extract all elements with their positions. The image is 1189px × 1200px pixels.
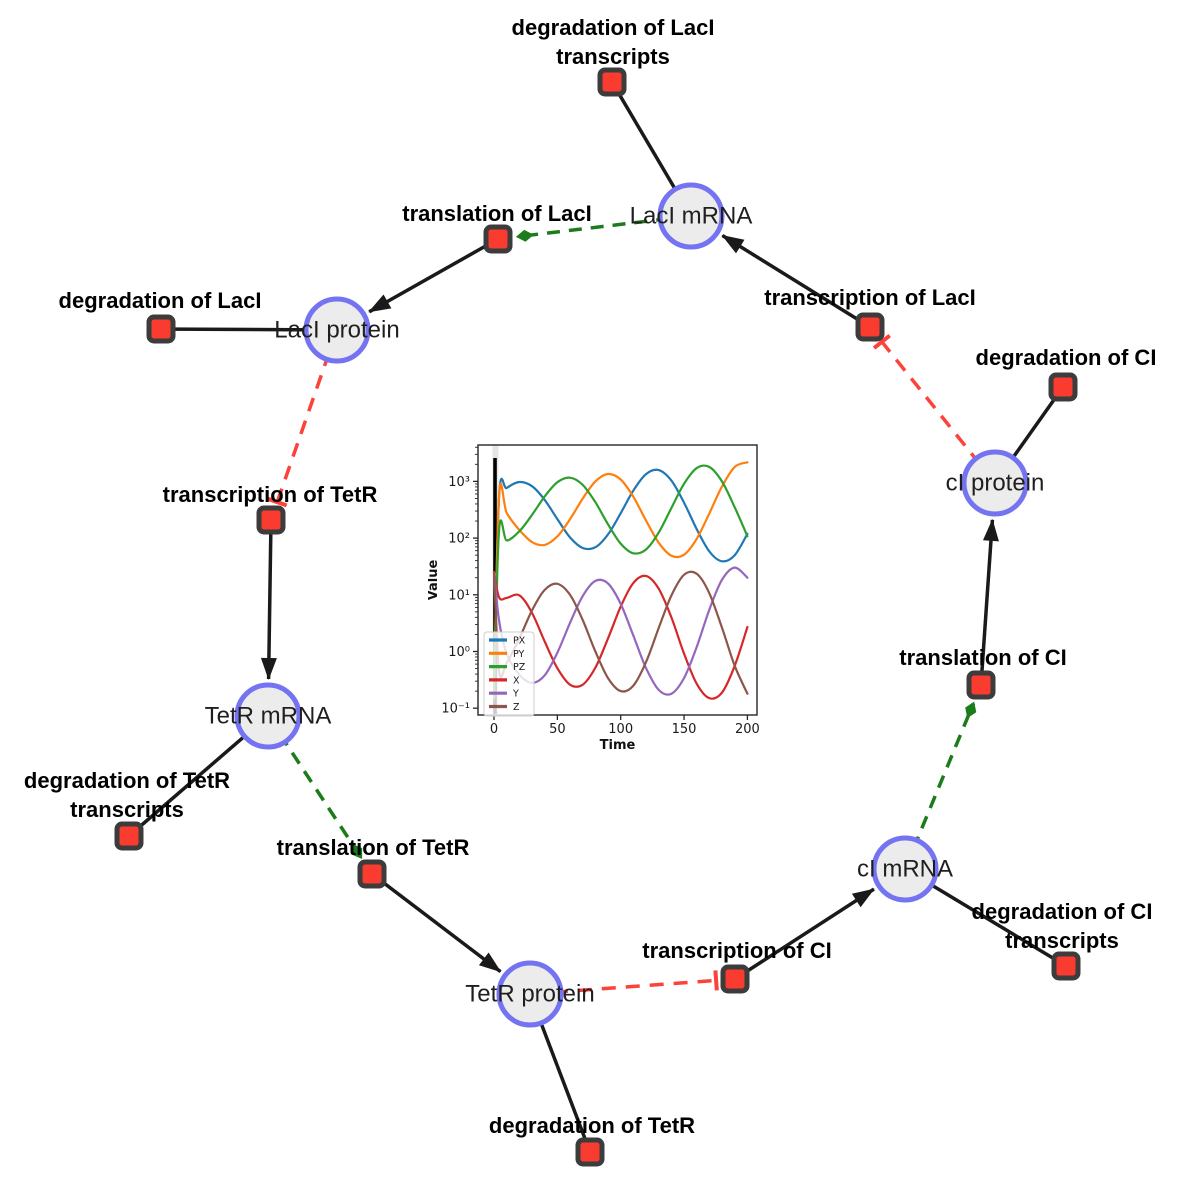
series-line-PX <box>492 468 749 700</box>
reaction-node-deg_ci_tx <box>1051 951 1081 981</box>
edge-production-tl_laci-laci_protein <box>368 237 499 314</box>
series-line-Z <box>492 570 749 695</box>
reaction-node-tl_ci <box>966 670 996 700</box>
species-node-ci_protein <box>961 449 1029 517</box>
edge-production-tx_ci-ci_mrna <box>734 887 875 981</box>
reaction-node-deg_tetr_tx <box>114 821 144 851</box>
reaction-node-tl_laci <box>483 224 513 254</box>
reaction-node-tx_laci <box>855 312 885 342</box>
reaction-label-tx_ci: transcription of CI <box>642 938 831 963</box>
reaction-label-deg_tetr_tx: degradation of TetR transcripts <box>24 768 230 822</box>
y-tick-label: 10⁰ <box>448 645 470 660</box>
timeseries-chart-svg: 0 50 100 150 200Time10⁻¹10⁰10¹10²10³ValuePXP… <box>426 444 760 753</box>
species-node-laci_protein <box>303 296 371 364</box>
series-line-PZ <box>492 464 749 700</box>
x-tick-label: 150 <box>672 722 697 737</box>
reaction-label-tl_ci: translation of CI <box>899 645 1066 670</box>
species-label-tetr_mrna: TetR mRNA <box>205 703 332 730</box>
reaction-node-deg_tetr <box>575 1137 605 1167</box>
reaction-node-deg_laci_tx <box>597 67 627 97</box>
species-label-ci_mrna: cI mRNA <box>857 856 953 883</box>
x-tick-label: 200 <box>735 722 760 737</box>
edge-production-tl_ci-ci_protein <box>979 518 999 686</box>
x-axis-label: Time <box>600 738 636 753</box>
x-tick-label: 50 <box>549 722 566 737</box>
reaction-label-deg_tetr: degradation of TetR <box>489 1113 695 1138</box>
y-tick-label: 10³ <box>448 475 470 490</box>
timeseries-inset-chart: 0 50 100 150 200 Time 10⁻¹ 10⁰ 10¹ 10² 10³ Value PX P… <box>426 430 778 765</box>
reaction-node-deg_laci <box>146 314 176 344</box>
y-tick-label: 10⁻¹ <box>441 702 470 717</box>
legend-label-PY: PY <box>513 649 525 660</box>
y-axis-label: Value <box>428 559 441 600</box>
species-label-tetr_protein: TetR protein <box>465 981 594 1008</box>
reaction-node-tx_tetr <box>256 505 286 535</box>
chart-frame <box>477 444 758 716</box>
species-node-tetr_protein <box>496 960 564 1028</box>
edge-production-tx_tetr-tetr_mrna <box>260 519 277 680</box>
y-tick-label: 10¹ <box>448 588 470 603</box>
species-node-laci_mrna <box>657 182 725 250</box>
nodes-layer <box>114 67 1081 1167</box>
series-line-PY <box>492 461 749 700</box>
species-node-ci_mrna <box>871 835 939 903</box>
reaction-node-tx_ci <box>720 964 750 994</box>
reaction-label-deg_ci: degradation of CI <box>976 345 1157 370</box>
x-tick-label: 0 <box>490 722 498 737</box>
reaction-label-tx_tetr: transcription of TetR <box>163 482 378 507</box>
legend-box <box>483 631 535 717</box>
reaction-node-tl_tetr <box>357 859 387 889</box>
species-label-laci_mrna: LacI mRNA <box>630 203 753 230</box>
species-label-ci_protein: cI protein <box>946 470 1045 497</box>
labels-layer: LacI mRNA LacI protein TetR mRNA TetR prote… <box>24 15 1157 1138</box>
legend-label-Z: Z <box>513 702 520 713</box>
reaction-node-deg_ci <box>1048 372 1078 402</box>
reaction-label-tl_laci: translation of LacI <box>402 201 591 226</box>
chart-series-layer <box>492 461 749 700</box>
legend-label-X: X <box>513 675 520 686</box>
reaction-label-deg_ci_tx: degradation of CI transcripts <box>972 899 1153 953</box>
chart-legend: PX PY PZ XYZ <box>483 631 535 717</box>
y-tick-label: 10² <box>448 532 470 547</box>
legend-label-Y: Y <box>512 689 519 700</box>
reaction-label-tx_laci: transcription of LacI <box>764 285 975 310</box>
species-label-laci_protein: LacI protein <box>274 317 399 344</box>
legend-label-PX: PX <box>513 636 526 647</box>
species-node-tetr_mrna <box>234 682 302 750</box>
reaction-label-tl_tetr: translation of TetR <box>277 835 470 860</box>
series-line-X <box>492 571 749 700</box>
legend-label-PZ: PZ <box>513 662 526 673</box>
x-tick-label: 100 <box>608 722 633 737</box>
reaction-label-deg_laci_tx: degradation of LacI transcripts <box>512 15 715 69</box>
reaction-label-deg_laci: degradation of LacI <box>59 288 262 313</box>
edge-production-tx_laci-laci_mrna <box>721 234 871 329</box>
edge-production-tl_tetr-tetr_protein <box>370 872 502 973</box>
